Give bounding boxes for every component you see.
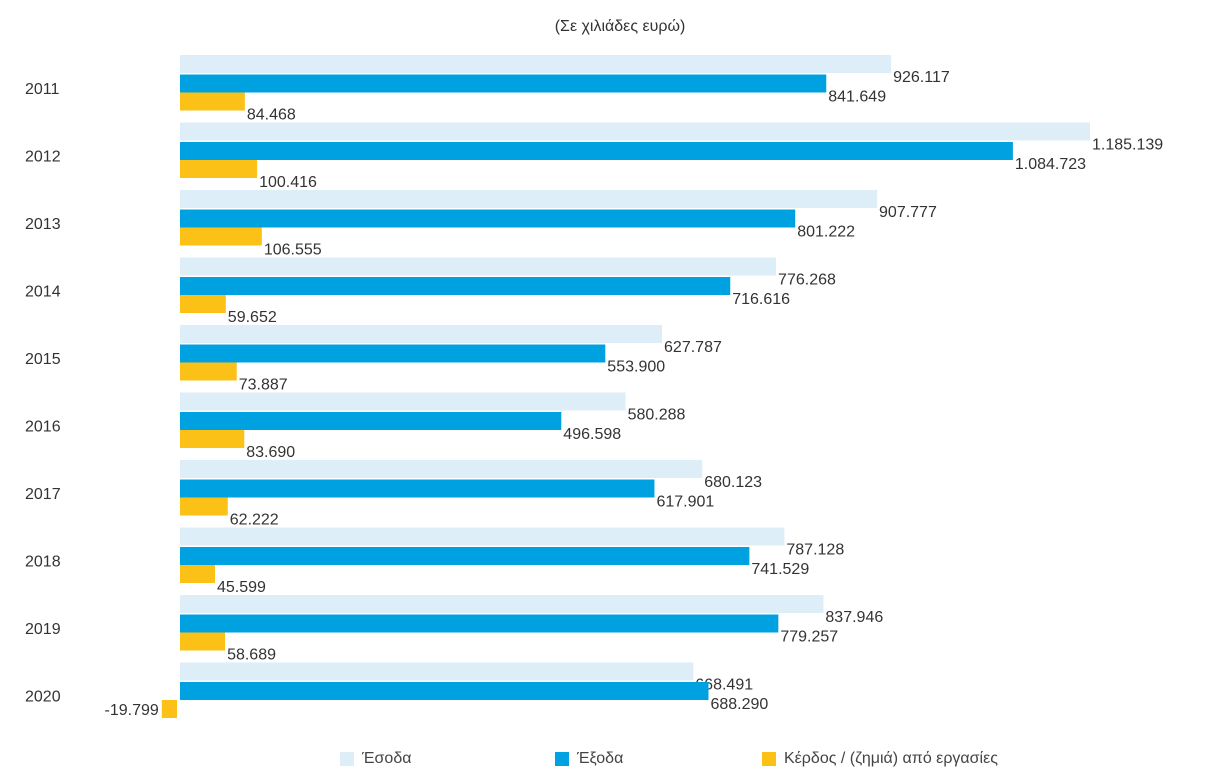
category-label-2019: 2019: [25, 621, 61, 638]
data-label-s1-2020: 688.290: [710, 696, 768, 713]
chart-subtitle: (Σε χιλιάδες ευρώ): [554, 18, 686, 35]
bar-s1-2015: [180, 344, 606, 363]
data-label-s1-2016: 496.598: [563, 426, 621, 443]
bar-s2-2019: [180, 632, 226, 651]
bar-s2-2016: [180, 430, 245, 448]
chart-legend: Έσοδα Έξοδα Κέρδος / (ζημιά) από εργασίες: [0, 735, 1205, 768]
legend-swatch-s0: [340, 752, 354, 766]
bar-s0-2014: [180, 257, 777, 276]
data-label-s1-2011: 841.649: [828, 89, 886, 106]
bar-s1-2011: [180, 74, 827, 93]
data-label-s2-2014: 59.652: [228, 309, 277, 326]
bar-s2-2020: [161, 700, 177, 718]
legend-label-s2: Κέρδος / (ζημιά) από εργασίες: [784, 750, 998, 767]
category-label-2015: 2015: [25, 351, 61, 368]
bar-chart-plot: 2011 926.117 841.649 84.468 2012 1.185.139 1.0…: [25, 55, 1163, 719]
legend-swatch-s2: [762, 752, 776, 766]
legend-swatch-s1: [555, 752, 569, 766]
bar-s0-2013: [180, 190, 878, 208]
category-label-2017: 2017: [25, 486, 61, 503]
bar-s0-2020: [180, 662, 694, 681]
legend-label-s1: Έξοδα: [577, 750, 624, 767]
category-label-2018: 2018: [25, 554, 61, 571]
data-label-s0-2019: 837.946: [825, 609, 883, 626]
data-label-s1-2013: 801.222: [797, 224, 855, 241]
data-label-s0-2012: 1.185.139: [1092, 137, 1163, 154]
legend-item-s0: Έσοδα: [340, 750, 411, 768]
data-label-s0-2018: 787.128: [786, 542, 844, 559]
category-label-2020: 2020: [25, 689, 61, 706]
data-label-s2-2011: 84.468: [247, 107, 296, 124]
bar-s0-2012: [180, 122, 1090, 141]
bar-s0-2015: [180, 325, 663, 343]
bar-s1-2018: [180, 547, 750, 565]
bar-s2-2015: [180, 362, 237, 381]
category-label-2013: 2013: [25, 216, 61, 233]
legend-item-s2: Κέρδος / (ζημιά) από εργασίες: [762, 750, 998, 768]
data-label-s0-2014: 776.268: [778, 272, 836, 289]
data-label-s2-2012: 100.416: [259, 174, 317, 191]
bar-s1-2016: [180, 412, 562, 430]
data-label-s1-2019: 779.257: [780, 629, 838, 646]
data-label-s0-2017: 680.123: [704, 474, 762, 491]
data-label-s0-2011: 926.117: [893, 69, 950, 86]
bar-s0-2018: [180, 527, 785, 546]
category-label-2012: 2012: [25, 149, 61, 166]
bar-s2-2012: [180, 160, 258, 178]
data-label-s2-2013: 106.555: [264, 242, 322, 259]
data-label-s1-2014: 716.616: [732, 291, 790, 308]
legend-item-s1: Έξοδα: [555, 750, 623, 768]
data-label-s0-2016: 580.288: [628, 407, 686, 424]
data-label-s1-2017: 617.901: [656, 494, 714, 511]
data-label-s1-2015: 553.900: [607, 359, 665, 376]
data-label-s0-2013: 907.777: [879, 204, 937, 221]
data-label-s0-2015: 627.787: [664, 339, 722, 356]
category-label-2014: 2014: [25, 284, 61, 301]
data-label-s1-2018: 741.529: [751, 561, 809, 578]
bar-s1-2012: [180, 142, 1013, 160]
bar-s0-2017: [180, 460, 703, 478]
data-label-s2-2020: -19.799: [105, 702, 159, 719]
bar-s1-2014: [180, 277, 731, 295]
data-label-s2-2016: 83.690: [246, 444, 295, 461]
bar-s0-2011: [180, 55, 892, 73]
data-label-s2-2019: 58.689: [227, 647, 276, 664]
legend-label-s0: Έσοδα: [362, 750, 412, 767]
bar-s1-2020: [180, 682, 709, 700]
data-label-s0-2020: 668.491: [695, 677, 753, 694]
bar-s0-2016: [180, 392, 626, 411]
bar-s2-2013: [180, 227, 262, 246]
category-label-2011: 2011: [25, 81, 60, 98]
bar-s2-2017: [180, 497, 228, 516]
bar-s2-2011: [180, 92, 245, 111]
data-label-s1-2012: 1.084.723: [1015, 156, 1086, 173]
data-label-s2-2015: 73.887: [239, 377, 288, 394]
category-label-2016: 2016: [25, 419, 61, 436]
bar-s1-2017: [180, 479, 655, 498]
bar-s2-2014: [180, 295, 226, 313]
data-label-s2-2018: 45.599: [217, 579, 266, 596]
bar-s0-2019: [180, 595, 824, 613]
bar-s2-2018: [180, 565, 216, 583]
bar-s1-2019: [180, 614, 779, 633]
data-label-s2-2017: 62.222: [230, 512, 279, 529]
bar-s1-2013: [180, 209, 796, 228]
